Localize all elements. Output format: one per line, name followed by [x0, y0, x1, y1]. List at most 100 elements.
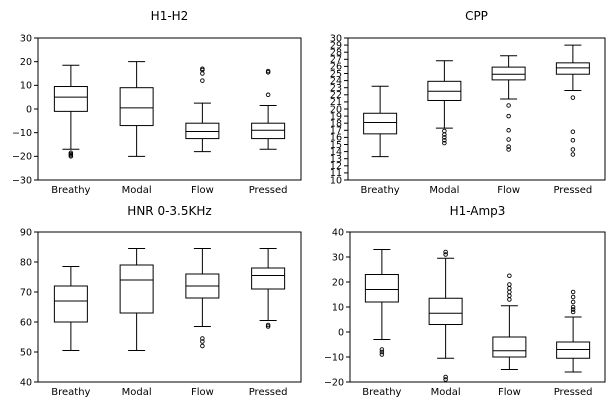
outlier-point [507, 282, 512, 287]
y-tick-label: 21 [330, 97, 342, 108]
category-label: Modal [431, 387, 461, 398]
iqr-box [492, 336, 527, 358]
y-tick-label: 28 [330, 48, 342, 59]
outlier-point [442, 135, 447, 140]
iqr-box [555, 62, 590, 75]
outlier-point [379, 349, 385, 355]
y-tick-label: 30 [332, 252, 344, 263]
outlier-point [200, 336, 205, 341]
outlier-point [570, 147, 576, 152]
outlier-point [200, 339, 205, 344]
plot-frame [349, 231, 606, 383]
y-tick-label: 30 [330, 33, 342, 44]
category-label: Flow [497, 185, 520, 196]
iqr-box [53, 86, 88, 112]
y-tick-label: 12 [330, 161, 342, 172]
y-tick-label: 60 [20, 317, 32, 328]
outlier-point [68, 154, 74, 159]
y-tick-label: −30 [12, 175, 32, 186]
outlier-point [265, 324, 271, 329]
box-pressed [251, 68, 286, 150]
category-label: Breathy [362, 387, 401, 398]
box-modal [427, 60, 462, 146]
y-tick-label: 20 [330, 104, 342, 115]
outlier-point [506, 137, 511, 142]
y-tick-label: 19 [330, 111, 342, 122]
y-tick-label: 0 [26, 104, 32, 115]
outlier-point [200, 343, 205, 349]
box-flow [492, 273, 527, 370]
iqr-box [119, 264, 154, 314]
category-label: Breathy [361, 185, 400, 196]
outlier-point [265, 92, 271, 98]
box-breathy [364, 249, 399, 357]
outlier-point [200, 78, 205, 83]
y-tick-label: 20 [332, 277, 344, 288]
outlier-point [570, 129, 576, 134]
box-breathy [53, 266, 88, 351]
category-label: Modal [122, 185, 152, 196]
outlier-point [570, 137, 576, 143]
y-tick-label: 10 [330, 175, 342, 186]
iqr-box [119, 87, 154, 127]
outlier-point [443, 249, 448, 255]
outlier-point [507, 286, 512, 291]
category-label: Modal [429, 185, 459, 196]
outlier-point [200, 71, 205, 76]
outlier-point [570, 294, 576, 300]
outlier-point [570, 152, 576, 157]
outlier-point [379, 352, 385, 357]
category-label: Flow [191, 185, 214, 196]
y-tick-label: 16 [330, 133, 342, 144]
iqr-box [185, 122, 220, 140]
y-tick-label: 11 [330, 168, 342, 179]
panel-2: CPP1011121314151617181920212223242526272… [330, 9, 606, 196]
y-tick-label: 26 [330, 62, 342, 73]
y-tick-label: 50 [20, 347, 32, 358]
outlier-point [506, 128, 511, 133]
y-tick-label: 40 [332, 227, 344, 238]
y-tick-label: 24 [330, 76, 342, 87]
outlier-point [507, 289, 512, 295]
y-tick-label: 27 [330, 55, 342, 66]
category-label: Pressed [554, 387, 593, 398]
y-tick-label: 14 [330, 147, 342, 158]
box-breathy [53, 64, 88, 159]
outlier-point [506, 144, 511, 149]
box-modal [119, 61, 154, 157]
outlier-point [506, 147, 511, 152]
outlier-point [506, 113, 511, 119]
iqr-box [428, 297, 463, 325]
y-tick-label: 80 [20, 257, 32, 268]
iqr-box [491, 66, 526, 81]
plot-frame [347, 37, 606, 181]
outlier-point [570, 299, 576, 305]
panel-4: H1-Amp3 −20 −10 0 10 20 30 40 Breathy Modal Flow Pr… [324, 204, 606, 398]
iqr-box [364, 274, 399, 303]
iqr-box [363, 112, 398, 135]
box-pressed [555, 44, 590, 157]
category-label: Pressed [249, 387, 288, 398]
panel-title: H1-Amp3 [450, 204, 506, 218]
y-tick-label: −10 [12, 128, 32, 139]
y-tick-label: 29 [330, 40, 342, 51]
y-tick-label: 22 [330, 90, 342, 101]
outlier-point [507, 293, 512, 299]
y-tick-label: 10 [20, 81, 32, 92]
outlier-point [570, 95, 576, 100]
outlier-point [443, 374, 448, 380]
y-tick-label: −20 [324, 377, 344, 388]
y-tick-label: 13 [330, 154, 342, 165]
outlier-point [442, 128, 447, 134]
category-label: Breathy [51, 185, 90, 196]
outlier-point [265, 322, 271, 328]
box-flow [185, 66, 220, 153]
panel-1: H1-H2 −30 −20 −10 0 10 20 30 Breathy Modal Flow Pre… [12, 9, 302, 196]
category-label: Breathy [51, 387, 90, 398]
y-tick-label: 0 [338, 327, 344, 338]
box-pressed [556, 289, 591, 373]
y-tick-label: 15 [330, 140, 342, 151]
outlier-point [443, 377, 448, 382]
category-label: Modal [122, 387, 152, 398]
